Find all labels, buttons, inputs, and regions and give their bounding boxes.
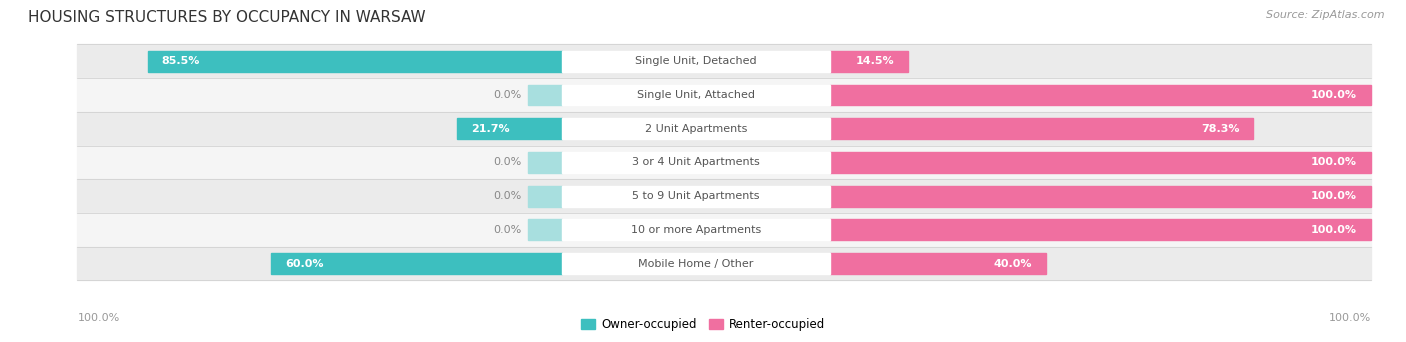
Bar (271, 253, 562, 274)
Text: 0.0%: 0.0% (494, 191, 522, 201)
Text: HOUSING STRUCTURES BY OCCUPANCY IN WARSAW: HOUSING STRUCTURES BY OCCUPANCY IN WARSA… (28, 10, 426, 25)
Bar (529, 84, 562, 105)
Bar (562, 84, 830, 105)
Bar (77, 112, 1371, 146)
Text: 100.0%: 100.0% (1310, 90, 1357, 100)
Text: 85.5%: 85.5% (162, 56, 200, 66)
Bar (77, 213, 1371, 247)
Bar (77, 44, 1371, 78)
Bar (830, 84, 1371, 105)
Bar (830, 186, 1371, 207)
Bar (529, 152, 562, 173)
Text: 100.0%: 100.0% (1329, 313, 1371, 323)
Bar (562, 186, 830, 207)
Bar (562, 220, 830, 240)
Bar (77, 247, 1371, 280)
Text: 100.0%: 100.0% (77, 313, 120, 323)
Text: 100.0%: 100.0% (1310, 157, 1357, 168)
Bar (148, 51, 562, 72)
Bar (529, 220, 562, 240)
Text: 60.0%: 60.0% (285, 259, 323, 268)
Text: Source: ZipAtlas.com: Source: ZipAtlas.com (1267, 10, 1385, 20)
Text: Single Unit, Attached: Single Unit, Attached (637, 90, 755, 100)
Bar (830, 51, 908, 72)
Bar (830, 220, 1371, 240)
Bar (77, 78, 1371, 112)
Legend: Owner-occupied, Renter-occupied: Owner-occupied, Renter-occupied (576, 314, 830, 336)
Bar (562, 118, 830, 139)
Text: 100.0%: 100.0% (1310, 225, 1357, 235)
Text: 2 Unit Apartments: 2 Unit Apartments (645, 124, 747, 134)
Text: 0.0%: 0.0% (494, 157, 522, 168)
Text: Single Unit, Detached: Single Unit, Detached (636, 56, 756, 66)
Text: 14.5%: 14.5% (855, 56, 894, 66)
Text: 5 to 9 Unit Apartments: 5 to 9 Unit Apartments (633, 191, 759, 201)
Text: 40.0%: 40.0% (994, 259, 1032, 268)
Bar (830, 118, 1253, 139)
Text: 10 or more Apartments: 10 or more Apartments (631, 225, 761, 235)
Text: 100.0%: 100.0% (1310, 191, 1357, 201)
Bar (529, 186, 562, 207)
Text: Mobile Home / Other: Mobile Home / Other (638, 259, 754, 268)
Bar (457, 118, 562, 139)
Bar (562, 253, 830, 274)
Text: 78.3%: 78.3% (1201, 124, 1239, 134)
Text: 0.0%: 0.0% (494, 225, 522, 235)
Bar (562, 152, 830, 173)
Bar (77, 146, 1371, 179)
Text: 0.0%: 0.0% (494, 90, 522, 100)
Text: 21.7%: 21.7% (471, 124, 510, 134)
Bar (830, 152, 1371, 173)
Bar (830, 253, 1046, 274)
Bar (562, 51, 830, 72)
Bar (77, 179, 1371, 213)
Text: 3 or 4 Unit Apartments: 3 or 4 Unit Apartments (633, 157, 759, 168)
